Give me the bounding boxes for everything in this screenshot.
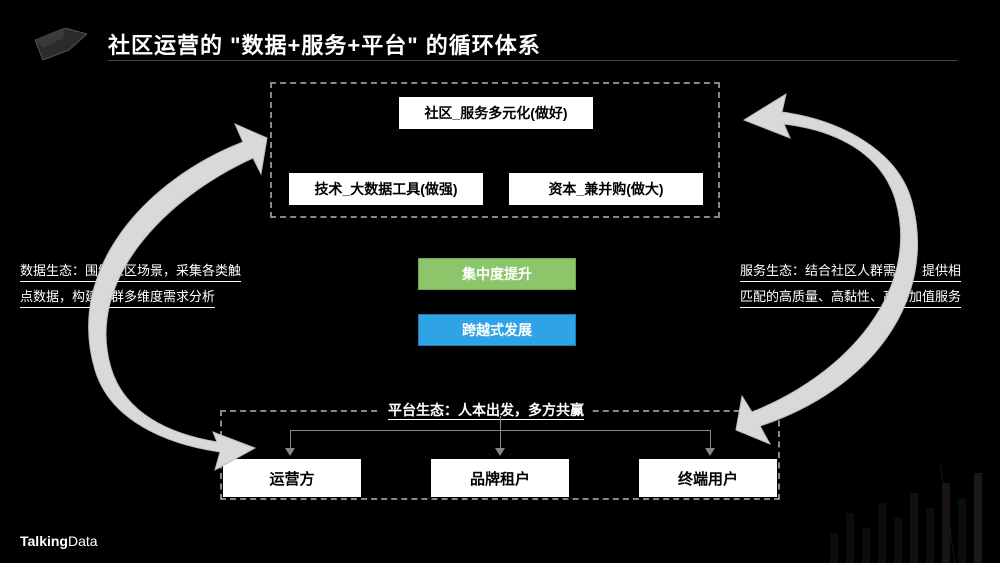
platform-ecosystem-label: 平台生态：人本出发，多方共赢 [380,400,592,420]
decor-bg-icon [820,443,1000,563]
brand-label: TalkingData [20,533,98,549]
title-underline [108,60,958,61]
brand-light: Data [68,533,98,549]
slide-title: 社区运营的 "数据+服务+平台" 的循环体系 [108,28,541,60]
box-end-user: 终端用户 [638,458,778,498]
brand-bold: Talking [20,533,68,549]
box-tech: 技术_大数据工具(做强) [288,172,484,206]
logo-icon [35,28,87,60]
left-cycle-arrow-icon [25,120,275,480]
arrow-down-2-icon [495,448,505,456]
box-service: 社区_服务多元化(做好) [398,96,594,130]
arrow-down-3-icon [705,448,715,456]
arrow-down-1-icon [285,448,295,456]
box-brand-tenant: 品牌租户 [430,458,570,498]
box-capital: 资本_兼并购(做大) [508,172,704,206]
connector-v1 [290,430,291,450]
box-concentration: 集中度提升 [418,258,576,290]
connector-v2 [500,416,501,450]
right-cycle-arrow-icon [720,90,980,450]
box-leap: 跨越式发展 [418,314,576,346]
connector-v3 [710,430,711,450]
